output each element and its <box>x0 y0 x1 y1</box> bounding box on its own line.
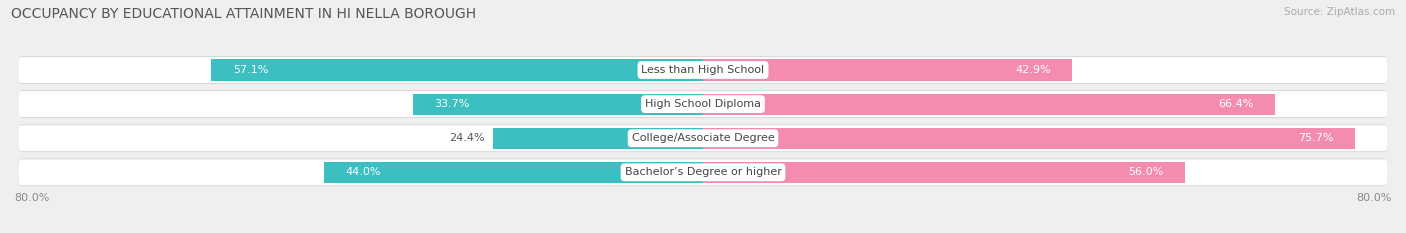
FancyBboxPatch shape <box>18 90 1388 118</box>
Text: Bachelor’s Degree or higher: Bachelor’s Degree or higher <box>624 167 782 177</box>
Text: 44.0%: 44.0% <box>346 167 381 177</box>
Bar <box>323 162 703 183</box>
Text: Source: ZipAtlas.com: Source: ZipAtlas.com <box>1284 7 1395 17</box>
Text: 80.0%: 80.0% <box>1357 193 1392 203</box>
Bar <box>703 93 1275 115</box>
Text: OCCUPANCY BY EDUCATIONAL ATTAINMENT IN HI NELLA BOROUGH: OCCUPANCY BY EDUCATIONAL ATTAINMENT IN H… <box>11 7 477 21</box>
FancyBboxPatch shape <box>18 124 1388 152</box>
Text: College/Associate Degree: College/Associate Degree <box>631 133 775 143</box>
FancyBboxPatch shape <box>18 158 1388 186</box>
Bar <box>703 162 1185 183</box>
FancyBboxPatch shape <box>18 56 1388 84</box>
FancyBboxPatch shape <box>18 125 1388 151</box>
Bar <box>413 93 703 115</box>
Text: 56.0%: 56.0% <box>1129 167 1164 177</box>
Text: 42.9%: 42.9% <box>1015 65 1050 75</box>
Bar <box>211 59 703 81</box>
FancyBboxPatch shape <box>18 91 1388 117</box>
Text: 33.7%: 33.7% <box>434 99 470 109</box>
Text: 66.4%: 66.4% <box>1218 99 1253 109</box>
Text: 75.7%: 75.7% <box>1298 133 1333 143</box>
Text: High School Diploma: High School Diploma <box>645 99 761 109</box>
Text: 24.4%: 24.4% <box>449 133 484 143</box>
Bar <box>494 128 703 149</box>
Bar <box>703 59 1073 81</box>
FancyBboxPatch shape <box>18 159 1388 185</box>
Bar <box>703 128 1355 149</box>
FancyBboxPatch shape <box>18 57 1388 83</box>
Text: 80.0%: 80.0% <box>14 193 49 203</box>
Text: 57.1%: 57.1% <box>233 65 269 75</box>
Text: Less than High School: Less than High School <box>641 65 765 75</box>
